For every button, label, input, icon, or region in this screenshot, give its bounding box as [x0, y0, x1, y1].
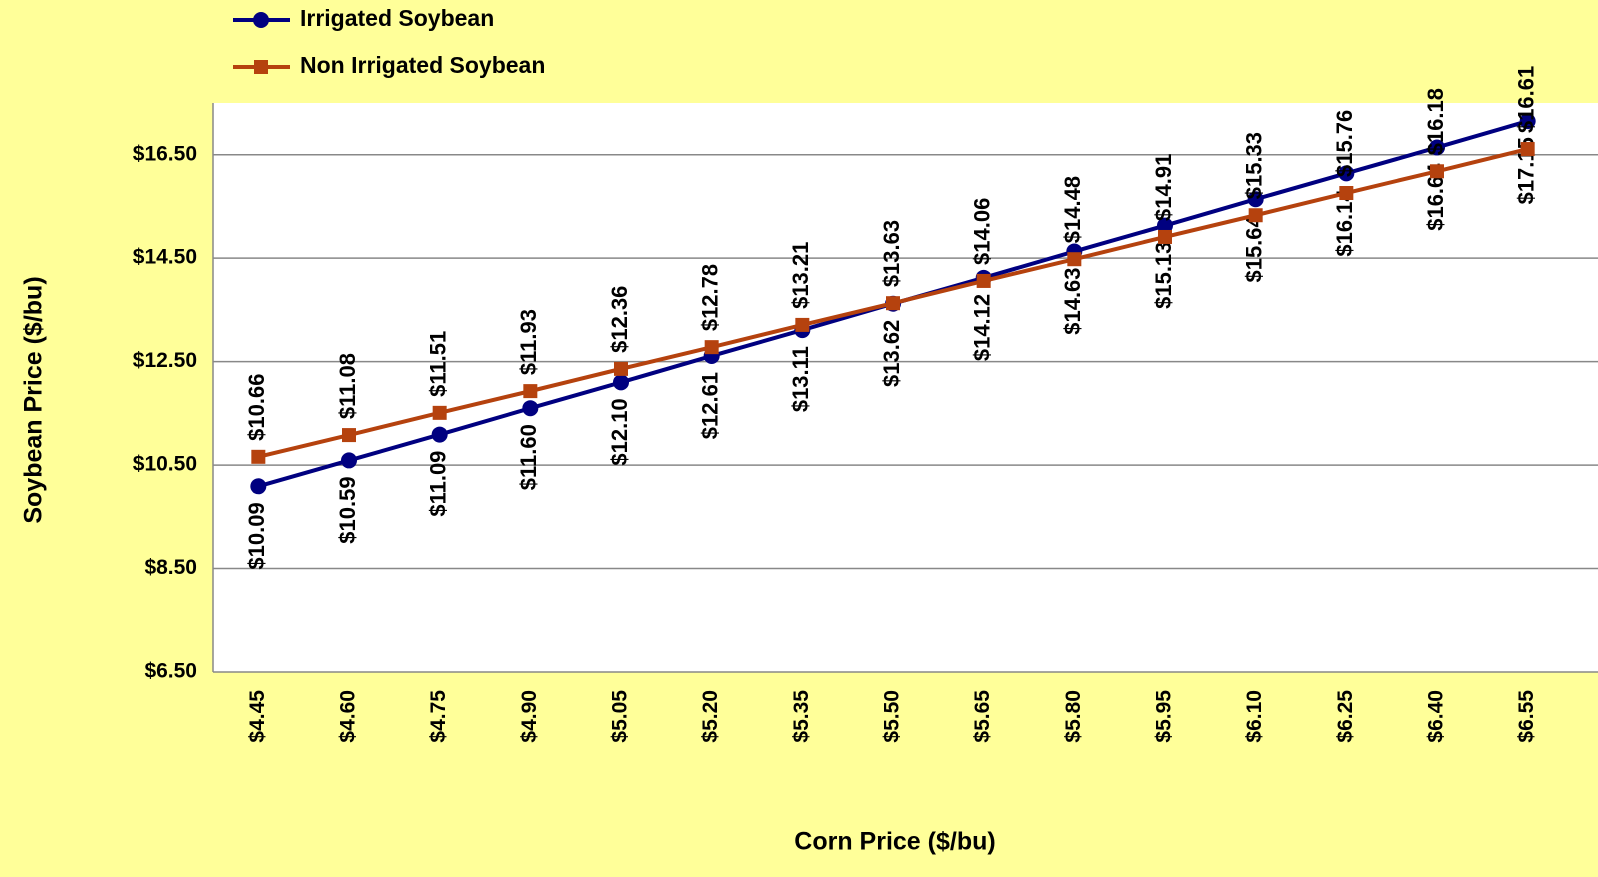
- data-label: $10.66: [244, 374, 269, 441]
- data-label: $15.33: [1241, 132, 1266, 199]
- data-point: [1248, 208, 1263, 223]
- x-tick-label: $5.05: [609, 690, 632, 743]
- data-label: $15.64: [1241, 214, 1266, 282]
- data-label: $13.63: [879, 220, 904, 287]
- data-label: $11.60: [516, 424, 541, 490]
- data-point: [250, 478, 267, 495]
- data-point: [886, 296, 900, 311]
- data-point: [1429, 139, 1445, 156]
- data-point: [341, 452, 357, 469]
- x-axis-title: Corn Price ($/bu): [794, 828, 995, 856]
- x-tick-label: $5.95: [1153, 690, 1176, 743]
- y-tick-label: $12.50: [133, 349, 197, 372]
- data-point: [1519, 113, 1536, 130]
- data-point: [1157, 217, 1173, 234]
- x-tick-label: $4.90: [518, 690, 541, 743]
- data-label: $12.61: [697, 372, 722, 439]
- x-tick-label: $5.35: [790, 690, 813, 743]
- data-point: [1247, 191, 1264, 208]
- x-tick-label: $6.25: [1334, 690, 1357, 743]
- data-label: $11.08: [335, 353, 360, 419]
- y-tick-label: $16.50: [133, 142, 197, 165]
- legend-label: Irrigated Soybean: [300, 5, 494, 31]
- data-label: $15.76: [1332, 110, 1357, 177]
- x-tick-label: $6.10: [1243, 690, 1266, 743]
- legend-label: Non Irrigated Soybean: [300, 52, 545, 78]
- x-tick-label: $5.20: [699, 690, 722, 743]
- data-label: $11.93: [516, 309, 541, 375]
- data-label: $14.91: [1151, 154, 1176, 221]
- data-point: [1339, 186, 1354, 201]
- data-label: $11.51: [425, 331, 450, 397]
- data-point: [614, 361, 628, 376]
- data-point: [342, 428, 356, 443]
- data-point: [704, 340, 719, 355]
- data-label: $12.10: [607, 398, 632, 465]
- data-label: $14.06: [969, 198, 994, 265]
- x-tick-label: $6.40: [1425, 690, 1448, 743]
- data-point: [795, 317, 810, 332]
- x-tick-label: $5.80: [1062, 690, 1085, 743]
- x-tick-label: $6.55: [1515, 690, 1538, 743]
- y-tick-label: $14.50: [133, 246, 197, 269]
- x-tick-label: $5.50: [881, 690, 904, 743]
- data-label: $12.78: [697, 264, 722, 331]
- data-label: $14.48: [1060, 176, 1085, 243]
- data-label: $10.59: [335, 476, 360, 543]
- data-label: $16.61: [1513, 66, 1538, 133]
- data-label: $12.36: [607, 286, 632, 353]
- data-label: $13.21: [788, 242, 813, 309]
- data-label: $14.63: [1060, 267, 1085, 334]
- data-label: $11.09: [425, 451, 450, 517]
- y-tick-label: $8.50: [144, 556, 197, 579]
- data-point: [432, 405, 447, 420]
- plot-area: [213, 103, 1598, 672]
- data-point: [976, 273, 991, 288]
- x-tick-label: $5.65: [971, 690, 994, 743]
- y-tick-label: $6.50: [144, 660, 197, 683]
- legend-marker: [253, 12, 269, 28]
- y-axis-title: Soybean Price ($/bu): [20, 276, 48, 523]
- x-tick-label: $4.45: [246, 690, 269, 743]
- x-tick-label: $4.75: [427, 690, 450, 743]
- data-label: $13.11: [788, 346, 813, 412]
- data-point: [1158, 229, 1172, 244]
- data-point: [613, 374, 629, 391]
- data-label: $13.62: [879, 320, 904, 387]
- data-label: $15.13: [1151, 242, 1176, 309]
- data-point: [523, 384, 538, 399]
- data-point: [1520, 142, 1535, 157]
- data-label: $16.18: [1423, 88, 1448, 155]
- data-point: [251, 449, 266, 464]
- legend-marker: [254, 60, 268, 74]
- data-point: [1338, 165, 1355, 182]
- data-point: [1430, 164, 1444, 179]
- x-tick-label: $4.60: [337, 690, 360, 743]
- data-point: [1067, 252, 1082, 267]
- data-point: [522, 400, 539, 417]
- y-tick-label: $10.50: [133, 453, 197, 476]
- data-label: $14.12: [969, 294, 994, 361]
- data-label: $10.09: [244, 502, 269, 569]
- data-point: [431, 426, 448, 443]
